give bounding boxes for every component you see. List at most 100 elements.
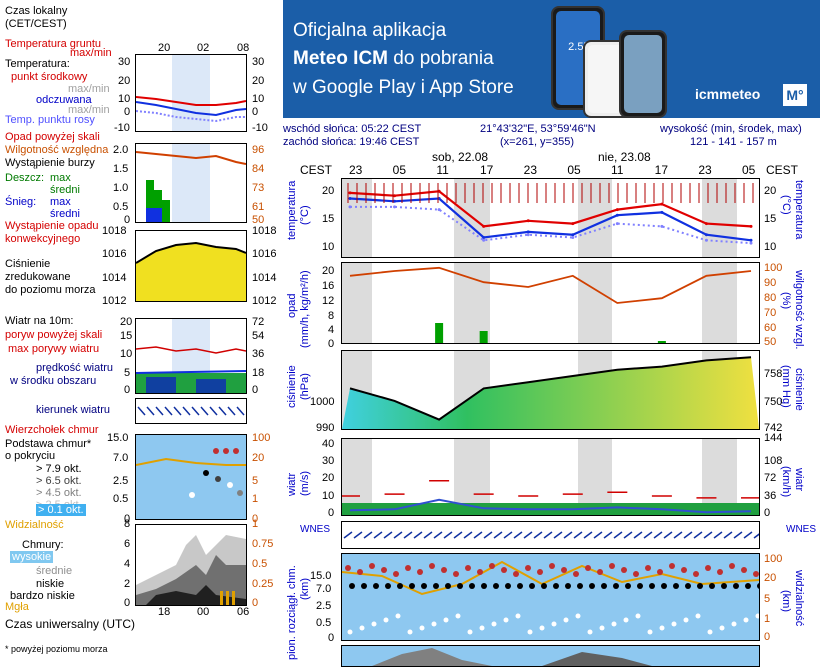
cloud-top-dot bbox=[645, 565, 651, 571]
cloud-base-dot bbox=[637, 583, 643, 589]
legend-utc-hour-2: 00 bbox=[197, 606, 210, 618]
wind-direction-chart[interactable] bbox=[341, 521, 760, 549]
mini-base-tick-l-3: 2.5 bbox=[113, 475, 129, 487]
temp-point bbox=[526, 230, 530, 234]
mini-wind-tick-r-5: 0 bbox=[252, 384, 259, 396]
mini-wind-arrow bbox=[218, 406, 227, 416]
cloud-base-dot bbox=[505, 583, 511, 589]
mini-wind-tick-l-2: 15 bbox=[120, 330, 133, 342]
legend-local-hour-3: 08 bbox=[237, 42, 250, 54]
hum-tick-3: 80 bbox=[764, 292, 777, 304]
mini-cloud-tick-r-3: 0.5 bbox=[252, 558, 268, 570]
wind-arrow bbox=[383, 531, 393, 539]
cloud-base-dot bbox=[577, 583, 583, 589]
cloud-top-dot bbox=[537, 569, 543, 575]
temp-point bbox=[615, 208, 619, 212]
banner-line-2: Meteo ICM do pobrania bbox=[293, 48, 494, 70]
cloud-top-dot bbox=[693, 571, 699, 577]
cloud-top-dot bbox=[573, 571, 579, 577]
legend-storm: Wystąpienie burzy bbox=[5, 157, 95, 169]
mini-wind-arrow bbox=[191, 406, 200, 416]
app-banner[interactable]: Oficjalna aplikacja Meteo ICM do pobrani… bbox=[283, 0, 820, 118]
cloud-base-dot bbox=[685, 583, 691, 589]
temp-point bbox=[749, 238, 753, 242]
wind-arrow bbox=[433, 531, 443, 539]
axis-vis-right-title: widzialność bbox=[793, 570, 805, 627]
cloud-base-dot-light bbox=[599, 625, 605, 631]
hour-label: 17 bbox=[654, 163, 669, 177]
temperature-chart[interactable] bbox=[341, 178, 760, 258]
cloud-base-dot-light bbox=[707, 629, 713, 635]
legend-cloud-base: Podstawa chmur* bbox=[5, 438, 92, 450]
wind-arrow bbox=[723, 531, 733, 539]
mini-temp-panel bbox=[135, 54, 247, 132]
cloud-base-dot-light bbox=[587, 629, 593, 635]
mini-wind-arrow bbox=[209, 406, 218, 416]
wind-arrow bbox=[753, 533, 759, 539]
time-axis-right-label: CEST bbox=[766, 163, 799, 177]
mini-vis-tick-2: 20 bbox=[252, 452, 265, 464]
legend-maxmin-3: max/min bbox=[68, 104, 110, 116]
hour-label: 23 bbox=[349, 163, 363, 177]
mini-cloud-tick-l-4: 2 bbox=[124, 578, 131, 590]
cloud-base-chart[interactable] bbox=[341, 553, 760, 641]
cloud-base-dot-light bbox=[431, 621, 437, 627]
legend-dew: Temp. punktu rosy bbox=[5, 114, 95, 126]
banner-line-3: w Google Play i App Store bbox=[293, 77, 514, 98]
night-band bbox=[342, 439, 372, 515]
mini-press-tick-l-4: 1012 bbox=[102, 295, 127, 307]
mini-wind-tick-l-1: 20 bbox=[120, 316, 133, 328]
precip-chart[interactable] bbox=[341, 262, 760, 344]
temp-series-line bbox=[350, 205, 752, 245]
elevation-values: 121 - 141 - 157 m bbox=[690, 136, 777, 148]
cloud-base-dot-light bbox=[659, 625, 665, 631]
temp-tick-r-2: 15 bbox=[764, 213, 777, 225]
wind-arrow bbox=[453, 531, 463, 539]
wind-tick-l-3: 20 bbox=[322, 472, 335, 484]
temp-point bbox=[660, 210, 664, 214]
cloud-top-dot bbox=[465, 565, 471, 571]
axis-temp-right-title: temperatura bbox=[793, 180, 805, 240]
legend-local-time: Czas lokalny bbox=[5, 5, 68, 17]
cloud-base-dot bbox=[673, 583, 679, 589]
cloud-base-dot bbox=[517, 583, 523, 589]
hour-label: 11 bbox=[611, 163, 624, 177]
pressure-chart[interactable] bbox=[341, 350, 760, 430]
clouds-chart[interactable] bbox=[341, 645, 760, 667]
vis-tick-1: 100 bbox=[764, 553, 783, 565]
cloud-base-dot-light bbox=[383, 617, 389, 623]
wind-arrow bbox=[733, 531, 743, 539]
axis-temp-left: temperatura bbox=[286, 181, 298, 240]
wind-arrow bbox=[643, 531, 653, 539]
cloud-base-dot-light bbox=[503, 617, 509, 623]
cloud-top-dot bbox=[489, 563, 495, 569]
cloud-base-dot bbox=[529, 583, 535, 589]
temp-tick-r-3: 10 bbox=[764, 241, 777, 253]
cloud-base-dot-light bbox=[683, 617, 689, 623]
wind-arrow bbox=[363, 531, 373, 539]
cloud-base-dot-light bbox=[671, 621, 677, 627]
mini-press-tick-r-4: 1012 bbox=[252, 295, 277, 307]
temp-point bbox=[482, 238, 486, 242]
base-tick-l-5: 0 bbox=[328, 632, 335, 644]
mini-vis-tick-5: 0 bbox=[252, 513, 259, 525]
mini-temp-tick-l-1: 30 bbox=[118, 56, 131, 68]
day-label-sun: nie, 23.08 bbox=[598, 150, 651, 164]
legend-footnote: * powyżej poziomu morza bbox=[5, 644, 108, 654]
vis-tick-3: 5 bbox=[764, 593, 771, 605]
precip-tick-5: 4 bbox=[328, 324, 335, 336]
hour-label: 23 bbox=[698, 163, 712, 177]
hour-label: 05 bbox=[392, 163, 407, 177]
wind-chart[interactable] bbox=[341, 438, 760, 516]
wind-arrow bbox=[703, 531, 713, 539]
wind-arrow bbox=[683, 531, 693, 539]
mini-precip-tick-l-1: 2.0 bbox=[113, 144, 129, 156]
cloud-top-dot bbox=[441, 567, 447, 573]
cloud-base-dot bbox=[661, 583, 667, 589]
cloud-top-dot bbox=[597, 569, 603, 575]
mini-temp-tick-l-3: 10 bbox=[118, 93, 131, 105]
mini-cloud-tick-l-5: 0 bbox=[124, 597, 131, 609]
cloud-base-dot-light bbox=[695, 613, 701, 619]
mini-cloud-tick-r-1: 1 bbox=[252, 518, 259, 530]
cloud-base-dot bbox=[421, 583, 427, 589]
